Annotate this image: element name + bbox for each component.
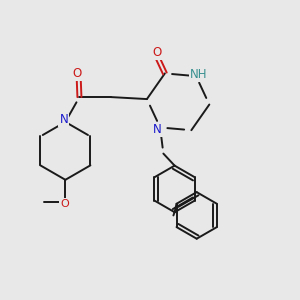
Text: N: N <box>59 113 68 127</box>
Text: O: O <box>72 67 82 80</box>
Text: O: O <box>60 199 69 208</box>
Text: NH: NH <box>190 68 208 81</box>
Text: N: N <box>153 123 162 136</box>
Text: O: O <box>152 46 161 59</box>
